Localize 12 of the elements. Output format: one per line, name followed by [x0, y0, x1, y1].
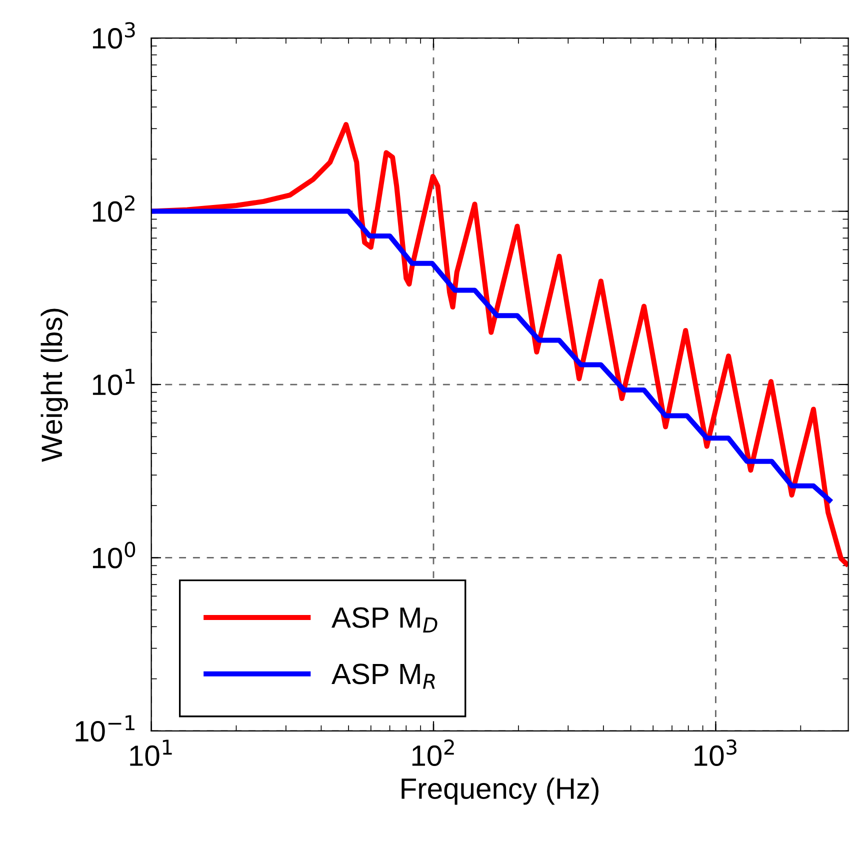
x-tick-label: 10$^{2}$: [412, 739, 454, 766]
y-tick-label: 10$^{1}$: [92, 368, 135, 396]
y-tick-label: 10$^{0}$: [92, 542, 136, 568]
x-axis-title: Frequency (Hz): [402, 778, 598, 805]
y-tick-label: 10$^{−1}$: [76, 715, 134, 742]
y-axis-title: Weight (lbs): [40, 308, 68, 462]
y-tick-label: 10$^{2}$: [92, 195, 134, 222]
x-tick-label: 10$^{1}$: [130, 740, 172, 766]
legend-label: ASP M$_{D}$: [332, 607, 438, 632]
x-tick-label: 10$^{3}$: [694, 739, 736, 766]
y-tick-label: 10$^{3}$: [92, 22, 135, 49]
legend-label: ASP M$_{R}$: [332, 664, 435, 689]
